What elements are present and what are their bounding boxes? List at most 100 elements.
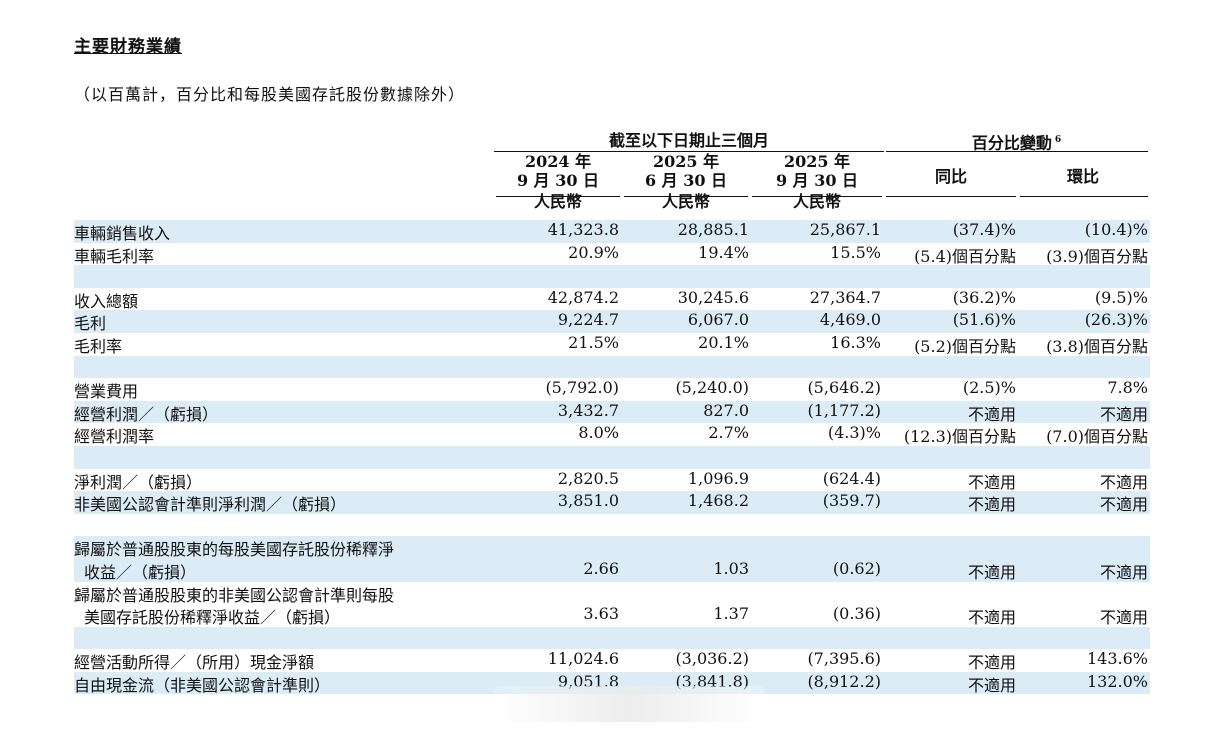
row-label: 車輛毛利率 [74, 246, 155, 266]
header-three-months: 截至以下日期止三個月 [608, 131, 769, 150]
table-row: 歸屬於普通股股東的非美國公認會計準則每股美國存託股份稀釋淨收益／（虧損） 3.63… [74, 582, 1150, 628]
row-value: 27,364.7 [809, 287, 881, 307]
row-value: (5.4)個百分點 [914, 246, 1016, 266]
column-currency: 人民幣 [533, 192, 582, 211]
row-value: 6,067.0 [687, 310, 749, 330]
table-row: 歸屬於普通股股東的每股美國存託股份稀釋淨 收益／（虧損） 2.66 1.03 (0.62… [74, 536, 1150, 582]
row-value: (51.6)% [952, 310, 1016, 330]
header-percent-change: 百分比變動 6 [884, 131, 1149, 152]
column-header-q3-2024: 2024 年 9 月 30 日 人民幣 [494, 152, 622, 211]
column-rule [752, 196, 882, 197]
row-value: 不適用 [1099, 472, 1148, 492]
row-value: 30,245.6 [677, 287, 749, 307]
header-rule [886, 151, 1148, 152]
row-value: 1.03 [713, 558, 749, 578]
row-value: 2.66 [583, 558, 619, 578]
watermark-overlay [494, 686, 764, 722]
row-value: (624.4) [822, 468, 881, 488]
row-value: 7.8% [1107, 378, 1148, 398]
row-value: 不適用 [967, 472, 1016, 492]
row-value: (7,395.6) [807, 649, 881, 669]
financial-table-body: 車輛銷售收入 41,323.8 28,885.1 25,867.1 (37.4)% (10… [74, 220, 1150, 695]
row-value: 2,820.5 [557, 468, 619, 488]
row-value: 143.6% [1086, 649, 1148, 669]
row-value: 19.4% [698, 242, 749, 262]
row-value: 1.37 [713, 604, 749, 624]
row-value: 不適用 [967, 562, 1016, 582]
row-value: (9.5)% [1094, 287, 1148, 307]
table-spacer-row [74, 445, 1150, 469]
row-value: (10.4)% [1084, 220, 1148, 239]
table-row: 經營活動所得／（所用）現金淨額 11,024.6 (3,036.2) (7,395.6… [74, 649, 1150, 672]
row-value: 不適用 [967, 675, 1016, 695]
row-value: 不適用 [1099, 562, 1148, 582]
row-value: (0.62) [832, 558, 881, 578]
column-date: 6 月 30 日 [644, 171, 728, 190]
footnote-marker: 6 [1054, 135, 1062, 145]
row-value: 15.5% [830, 242, 881, 262]
row-value: (37.4)% [952, 220, 1016, 239]
row-value: 827.0 [703, 400, 749, 420]
table-row: 經營利潤率 8.0% 2.7% (4.3)% (12.3)個百分點 (7.0)個百分點 [74, 423, 1150, 446]
row-value: (3.8)個百分點 [1046, 336, 1148, 356]
column-header-yoy: 同比 [934, 167, 967, 186]
table-row: 車輛毛利率 20.9% 19.4% 15.5% (5.4)個百分點 (3.9)個百分點 [74, 243, 1150, 266]
row-value: (7.0)個百分點 [1046, 427, 1148, 447]
row-label: 非美國公認會計準則淨利潤／（虧損） [74, 495, 347, 515]
table-row: 淨利潤／（虧損） 2,820.5 1,096.9 (624.4) 不適用 不適用 [74, 469, 1150, 492]
row-value: (12.3)個百分點 [903, 427, 1016, 447]
row-value: 20.9% [568, 242, 619, 262]
row-value: (5,646.2) [807, 378, 881, 398]
row-value: 不適用 [1099, 495, 1148, 515]
row-value: 不適用 [967, 608, 1016, 628]
row-label: 歸屬於普通股股東的每股美國存託股份稀釋淨 [74, 540, 395, 560]
column-currency: 人民幣 [661, 192, 710, 211]
column-year: 2025 年 [783, 152, 851, 171]
row-label: 毛利 [74, 314, 107, 334]
row-value: 不適用 [967, 653, 1016, 673]
row-value: 2.7% [708, 423, 749, 443]
row-value: 42,874.2 [547, 287, 619, 307]
row-value: 21.5% [568, 332, 619, 352]
header-rule [494, 151, 884, 152]
row-label: 經營活動所得／（所用）現金淨額 [74, 653, 315, 673]
column-date: 9 月 30 日 [775, 171, 859, 190]
row-value: 不適用 [1099, 608, 1148, 628]
row-value: 9,224.7 [557, 310, 619, 330]
row-label-continued: 美國存託股份稀釋淨收益／（虧損） [84, 608, 341, 628]
table-spacer-row [74, 626, 1150, 650]
row-label: 收入總額 [74, 291, 139, 311]
table-row: 毛利率 21.5% 20.1% 16.3% (5.2)個百分點 (3.8)個百分點 [74, 333, 1150, 356]
row-value: (26.3)% [1084, 310, 1148, 330]
row-value: (8,912.2) [807, 671, 881, 691]
column-year: 2024 年 [524, 152, 592, 171]
row-value: 1,096.9 [687, 468, 749, 488]
row-value: (4.3)% [827, 423, 881, 443]
row-label: 經營利潤率 [74, 427, 155, 447]
table-row: 經營利潤／（虧損） 3,432.7 827.0 (1,177.2) 不適用 不適用 [74, 400, 1150, 424]
column-header-qoq: 環比 [1066, 167, 1099, 186]
row-value: 不適用 [967, 404, 1016, 424]
table-row: 非美國公認會計準則淨利潤／（虧損） 3,851.0 1,468.2 (359.7) 不適… [74, 491, 1150, 514]
column-rule [496, 196, 620, 197]
row-value: (0.36) [832, 604, 881, 624]
row-value: (5,792.0) [545, 378, 619, 398]
row-value: (5.2)個百分點 [914, 336, 1016, 356]
row-value: 11,024.6 [547, 649, 619, 669]
table-row: 營業費用 (5,792.0) (5,240.0) (5,646.2) (2.5)% 7.8… [74, 378, 1150, 401]
row-value: 132.0% [1086, 671, 1148, 691]
table-spacer-row [74, 514, 1150, 537]
row-value: 3.63 [583, 604, 619, 624]
page-title: 主要財務業績 [74, 37, 182, 57]
row-value: 20.1% [698, 332, 749, 352]
row-label: 經營利潤／（虧損） [74, 404, 219, 424]
row-label: 毛利率 [74, 336, 123, 356]
row-label: 歸屬於普通股股東的非美國公認會計準則每股 [74, 585, 395, 605]
row-value: 41,323.8 [547, 220, 619, 239]
row-value: 25,867.1 [809, 220, 881, 239]
row-value: 1,468.2 [687, 491, 749, 511]
row-value: 不適用 [967, 495, 1016, 515]
column-header-q3-2025: 2025 年 9 月 30 日 人民幣 [750, 152, 884, 211]
column-date: 9 月 30 日 [516, 171, 600, 190]
row-value: (1,177.2) [807, 400, 881, 420]
